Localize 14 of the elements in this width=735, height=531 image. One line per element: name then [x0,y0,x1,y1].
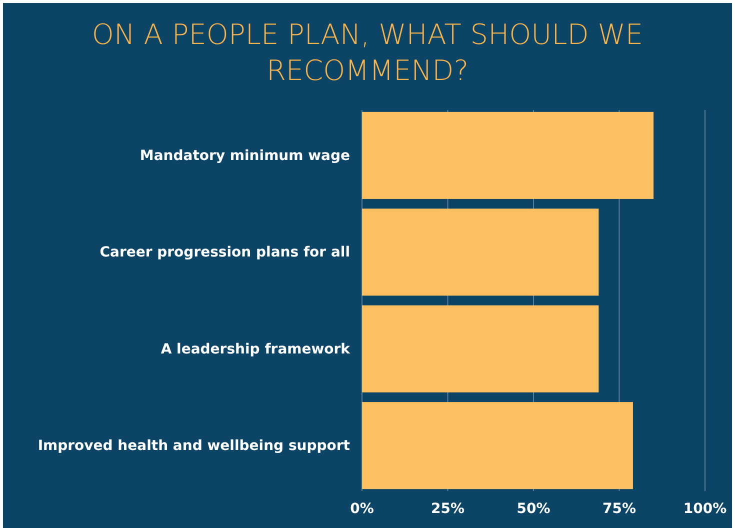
x-tick-label: 75% [602,500,636,517]
y-tick-label: Mandatory minimum wage [140,148,350,164]
y-tick-label: A leadership framework [160,341,351,358]
y-tick-label: Improved health and wellbeing support [38,438,350,454]
x-tick-label: 25% [430,500,465,517]
bar [362,112,654,199]
y-tick-label: Career progression plans for all [100,244,350,261]
x-tick-label: 0% [350,500,374,517]
bar [362,208,599,296]
bar [362,402,633,490]
bar [362,305,599,392]
x-tick-label: 50% [516,500,550,517]
x-tick-label: 100% [683,500,727,517]
chart-title: ON A PEOPLE PLAN, WHAT SHOULD WE RECOMMEND? [92,18,644,87]
